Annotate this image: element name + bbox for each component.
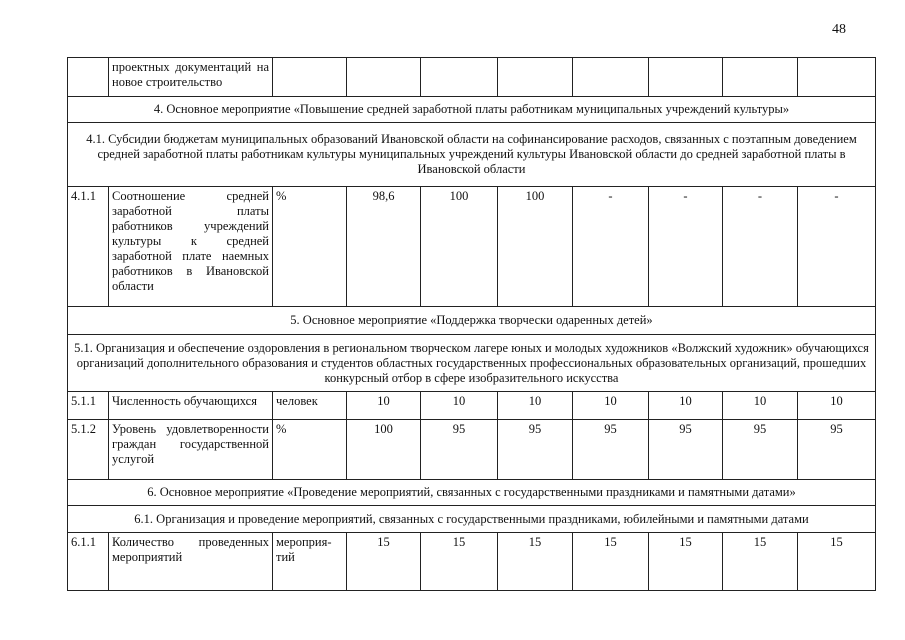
value-cell: 10 [797, 391, 876, 420]
value-cell: 15 [497, 532, 573, 591]
section-title: 4. Основное мероприятие «Повышение средн… [67, 96, 876, 123]
row-number: 6.1.1 [67, 532, 109, 591]
unit: человек [272, 391, 347, 420]
value-cell [346, 57, 421, 97]
unit: мероприя-тий [272, 532, 347, 591]
value-cell: 95 [722, 419, 798, 480]
table-row: проектных документаций на новое строител… [67, 57, 876, 97]
value-cell: 95 [497, 419, 573, 480]
section-header-row: 4.1. Субсидии бюджетам муниципальных обр… [67, 122, 876, 187]
value-cell: 100 [420, 186, 498, 307]
value-cell: 15 [572, 532, 649, 591]
section-header-row: 6. Основное мероприятие «Проведение меро… [67, 479, 876, 506]
indicator-name: Соотношение средней заработной платы раб… [108, 186, 273, 307]
row-number: 5.1.2 [67, 419, 109, 480]
indicators-table: проектных документаций на новое строител… [67, 57, 876, 591]
row-number: 5.1.1 [67, 391, 109, 420]
value-cell: - [572, 186, 649, 307]
value-cell: 95 [797, 419, 876, 480]
table-row: 6.1.1 Количество проведенных мероприятий м… [67, 532, 876, 591]
table-row: 4.1.1 Соотношение средней заработной плат… [67, 186, 876, 307]
value-cell: 98,6 [346, 186, 421, 307]
indicator-name: Численность обучающихся [108, 391, 273, 420]
table-row: 5.1.2 Уровень удовлетворенности граждан г… [67, 419, 876, 480]
section-header-row: 6.1. Организация и проведение мероприяти… [67, 505, 876, 533]
value-cell: 15 [648, 532, 723, 591]
value-cell [722, 57, 798, 97]
value-cell: 95 [420, 419, 498, 480]
value-cell: 10 [346, 391, 421, 420]
value-cell: 15 [346, 532, 421, 591]
section-title: 6. Основное мероприятие «Проведение меро… [67, 479, 876, 506]
unit: % [272, 419, 347, 480]
unit [272, 57, 347, 97]
row-number: 4.1.1 [67, 186, 109, 307]
section-header-row: 5.1. Организация и обеспечение оздоровле… [67, 334, 876, 392]
value-cell: 100 [346, 419, 421, 480]
value-cell: 100 [497, 186, 573, 307]
section-title: 5. Основное мероприятие «Поддержка творч… [67, 306, 876, 335]
value-cell: - [648, 186, 723, 307]
value-cell: 10 [420, 391, 498, 420]
value-cell: 10 [497, 391, 573, 420]
value-cell: - [797, 186, 876, 307]
value-cell: 95 [572, 419, 649, 480]
value-cell: 15 [722, 532, 798, 591]
value-cell: 10 [722, 391, 798, 420]
section-header-row: 4. Основное мероприятие «Повышение средн… [67, 96, 876, 123]
value-cell: 10 [572, 391, 649, 420]
indicator-name: Количество проведенных мероприятий [108, 532, 273, 591]
value-cell [797, 57, 876, 97]
unit: % [272, 186, 347, 307]
value-cell: 95 [648, 419, 723, 480]
indicator-name: проектных документаций на новое строител… [108, 57, 273, 97]
section-title: 6.1. Организация и проведение мероприяти… [67, 505, 876, 533]
section-title: 5.1. Организация и обеспечение оздоровле… [67, 334, 876, 392]
page-number: 48 [832, 22, 846, 37]
section-title: 4.1. Субсидии бюджетам муниципальных обр… [67, 122, 876, 187]
indicator-name: Уровень удовлетворенности граждан госуда… [108, 419, 273, 480]
value-cell: 10 [648, 391, 723, 420]
value-cell [420, 57, 498, 97]
table-row: 5.1.1 Численность обучающихся человек 10 10 1… [67, 391, 876, 420]
row-number [67, 57, 109, 97]
value-cell [572, 57, 649, 97]
value-cell [497, 57, 573, 97]
value-cell: 15 [797, 532, 876, 591]
value-cell: - [722, 186, 798, 307]
value-cell [648, 57, 723, 97]
value-cell: 15 [420, 532, 498, 591]
section-header-row: 5. Основное мероприятие «Поддержка творч… [67, 306, 876, 335]
